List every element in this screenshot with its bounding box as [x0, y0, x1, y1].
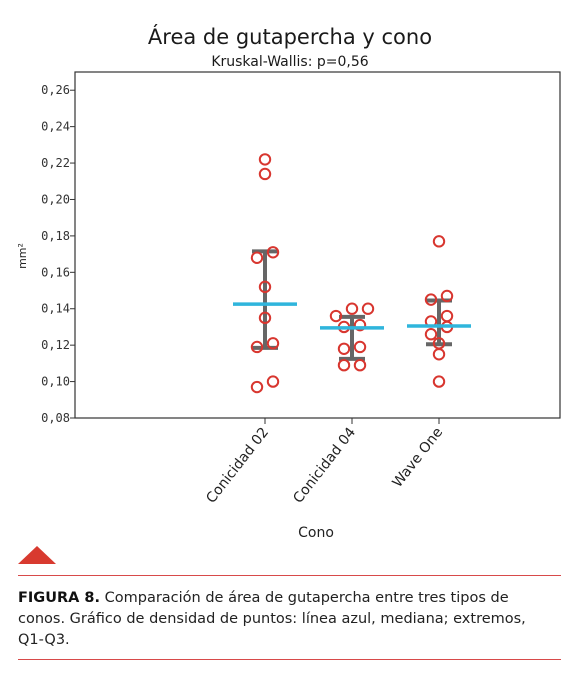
data-point [258, 153, 272, 166]
data-point [258, 280, 272, 294]
data-point [250, 251, 264, 264]
data-point [266, 375, 280, 388]
data-point [432, 348, 446, 361]
caption-label: FIGURA 8. [18, 590, 101, 606]
chart-subtitle: Kruskal-Wallis: p=0,56 [211, 54, 368, 70]
y-tick-label: 0,18 [41, 229, 70, 243]
caption-bottom-rule [18, 659, 561, 660]
dot-density-chart: Área de gutapercha y cono Kruskal-Wallis… [16, 24, 561, 541]
data-point [353, 340, 367, 354]
y-tick-label: 0,12 [41, 338, 70, 352]
y-tick-label: 0,22 [41, 156, 70, 170]
data-point [337, 342, 351, 355]
data-point [361, 302, 375, 315]
plot-area: 0,08 0,10 0,12 0,14 0,16 0,18 0,20 0,22 0,24 0,26… [41, 71, 561, 507]
y-tick-label: 0,08 [41, 411, 70, 425]
data-point [258, 311, 272, 325]
data-point [250, 380, 264, 394]
data-point [440, 289, 454, 303]
data-point [440, 309, 454, 323]
data-point [353, 358, 367, 372]
data-point [250, 340, 264, 354]
caption-text: Comparación de área de gutapercha entre … [18, 590, 526, 648]
y-tick-label: 0,20 [41, 192, 70, 206]
y-tick-label: 0,10 [41, 375, 70, 389]
data-point [353, 318, 367, 332]
y-tick-label: 0,26 [41, 83, 70, 97]
data-point [432, 375, 446, 388]
data-point [266, 246, 280, 259]
data-point [337, 358, 351, 372]
data-point [424, 328, 438, 341]
x-axis-label: Cono [298, 525, 334, 541]
x-tick-label: Wave One [390, 425, 447, 491]
chart-title: Área de gutapercha y cono [148, 24, 432, 49]
figure-caption: FIGURA 8. Comparación de área de gutaper… [18, 588, 548, 651]
data-point [329, 309, 343, 323]
y-tick-label: 0,14 [41, 302, 70, 316]
data-point [266, 337, 280, 350]
caption-top-rule [18, 575, 561, 576]
data-point [424, 293, 438, 306]
data-point [432, 235, 446, 248]
data-point [258, 167, 272, 181]
data-point [345, 302, 359, 315]
y-tick-label: 0,16 [41, 265, 70, 279]
x-tick-label: Conicidad 02 [203, 425, 272, 507]
section-marker-triangle [18, 546, 56, 564]
y-tick-label: 0,24 [41, 120, 70, 134]
plot-frame [74, 71, 561, 419]
x-tick-label: Conicidad 04 [290, 425, 359, 507]
y-axis-label: mm² [16, 243, 29, 269]
